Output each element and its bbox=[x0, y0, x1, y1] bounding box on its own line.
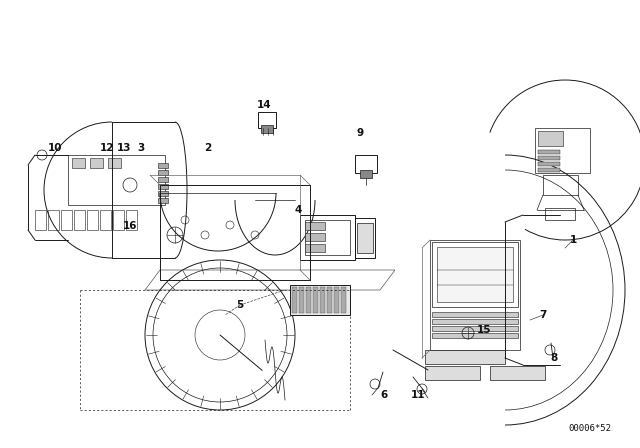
Bar bbox=[158, 163, 168, 168]
Bar bbox=[305, 220, 350, 255]
Bar bbox=[490, 366, 545, 380]
Bar bbox=[538, 162, 560, 166]
Bar bbox=[432, 319, 518, 324]
Bar bbox=[299, 287, 304, 313]
Bar bbox=[306, 287, 311, 313]
Bar bbox=[313, 287, 318, 313]
Bar bbox=[258, 112, 276, 128]
Bar bbox=[74, 210, 85, 230]
Bar bbox=[158, 184, 168, 189]
Text: 6: 6 bbox=[380, 390, 388, 400]
Bar bbox=[341, 287, 346, 313]
Text: 16: 16 bbox=[123, 221, 137, 231]
Bar bbox=[61, 210, 72, 230]
Bar bbox=[261, 125, 273, 133]
Bar bbox=[305, 222, 325, 230]
Text: 14: 14 bbox=[257, 100, 271, 110]
Bar bbox=[432, 333, 518, 338]
Bar bbox=[320, 287, 325, 313]
Bar bbox=[158, 170, 168, 175]
Text: 3: 3 bbox=[138, 143, 145, 153]
Bar bbox=[158, 191, 168, 196]
Bar bbox=[35, 210, 46, 230]
Bar bbox=[538, 156, 560, 160]
Bar bbox=[360, 170, 372, 178]
Bar bbox=[113, 210, 124, 230]
Bar bbox=[90, 158, 103, 168]
Bar bbox=[425, 366, 480, 380]
Bar bbox=[108, 158, 121, 168]
Text: 11: 11 bbox=[411, 390, 425, 400]
Bar bbox=[87, 210, 98, 230]
Text: 10: 10 bbox=[48, 143, 62, 153]
Bar bbox=[437, 247, 513, 302]
Bar bbox=[355, 155, 377, 173]
Text: 13: 13 bbox=[116, 143, 131, 153]
Bar bbox=[355, 218, 375, 258]
Bar bbox=[305, 244, 325, 252]
Text: 5: 5 bbox=[236, 300, 244, 310]
Bar bbox=[292, 287, 297, 313]
Bar bbox=[535, 128, 590, 173]
Bar bbox=[158, 198, 168, 203]
Bar bbox=[432, 312, 518, 317]
Bar bbox=[158, 177, 168, 182]
Text: 1: 1 bbox=[570, 235, 577, 245]
Text: 7: 7 bbox=[540, 310, 547, 320]
Bar bbox=[425, 350, 505, 364]
Text: 15: 15 bbox=[477, 325, 492, 335]
Bar bbox=[430, 240, 520, 350]
Text: 8: 8 bbox=[550, 353, 557, 363]
Bar bbox=[545, 208, 575, 220]
Text: 4: 4 bbox=[294, 205, 301, 215]
Text: 2: 2 bbox=[204, 143, 212, 153]
Bar bbox=[48, 210, 59, 230]
Bar bbox=[432, 242, 518, 307]
Text: 9: 9 bbox=[356, 128, 364, 138]
Bar bbox=[543, 175, 578, 195]
Bar bbox=[100, 210, 111, 230]
Bar bbox=[357, 223, 373, 253]
Bar bbox=[305, 233, 325, 241]
Text: 00006*52: 00006*52 bbox=[568, 423, 611, 432]
Bar bbox=[300, 215, 355, 260]
Bar bbox=[538, 150, 560, 154]
Text: 12: 12 bbox=[100, 143, 115, 153]
Bar bbox=[334, 287, 339, 313]
Bar bbox=[327, 287, 332, 313]
Bar bbox=[538, 131, 563, 146]
Bar bbox=[290, 285, 350, 315]
Bar bbox=[126, 210, 137, 230]
Bar bbox=[72, 158, 85, 168]
Bar bbox=[432, 326, 518, 331]
Bar bbox=[538, 168, 560, 172]
